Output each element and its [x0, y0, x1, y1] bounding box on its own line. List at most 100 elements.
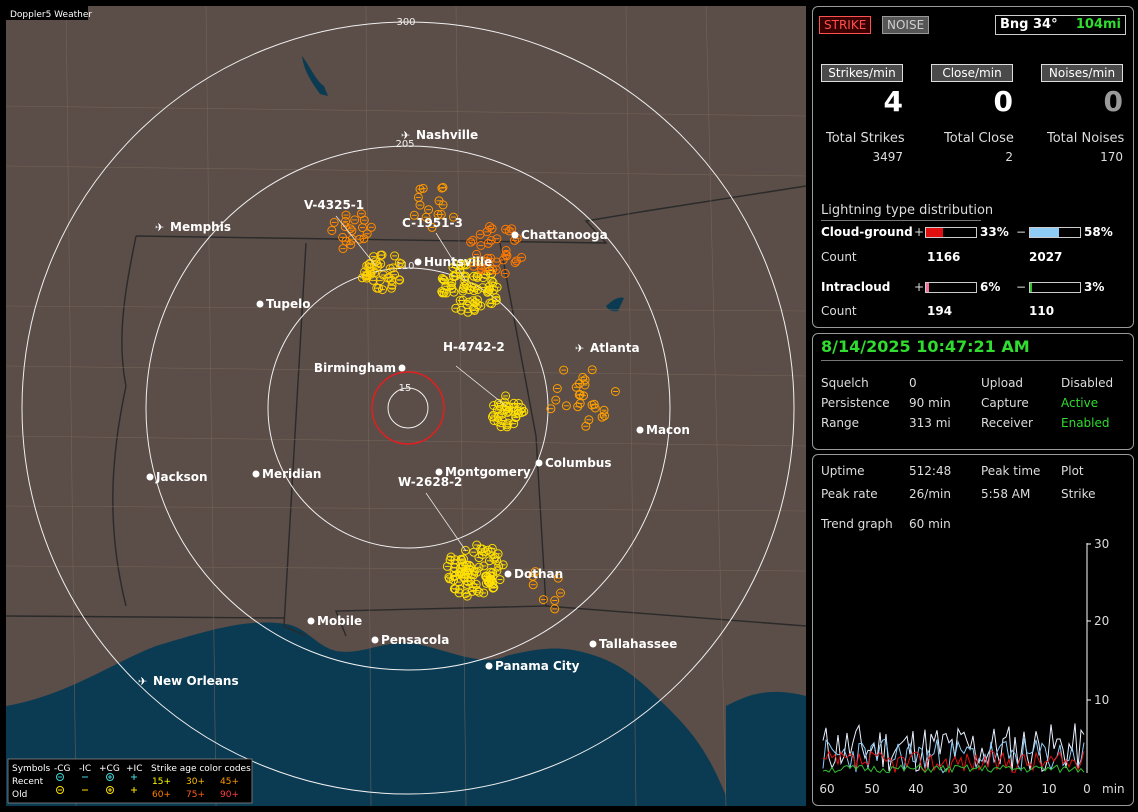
strikes-per-min-value: 4: [883, 85, 903, 118]
city-dot-icon: [256, 300, 264, 308]
legend-age-60: 60+: [152, 790, 171, 800]
plot-value[interactable]: Strike: [1061, 487, 1096, 501]
strike-mode-tag[interactable]: STRIKE: [819, 16, 872, 34]
city-label: Memphis: [170, 220, 231, 234]
bearing-value: Bng 34°: [1000, 17, 1058, 32]
close-per-min-button[interactable]: Close/min: [931, 64, 1013, 82]
city-label: Jackson: [155, 470, 208, 484]
cg-minus-sign: −: [1016, 225, 1027, 239]
close-per-min-value: 0: [993, 85, 1013, 118]
city-label: Macon: [646, 423, 690, 437]
datetime-divider: [821, 360, 1123, 361]
status-value: 313 mi: [909, 416, 951, 430]
distribution-divider: [821, 220, 981, 221]
ic-minus-sign: −: [1016, 280, 1027, 294]
cg-plus-sign: +: [914, 225, 925, 239]
close-range-ring: [371, 371, 445, 445]
trend-value[interactable]: 60 min: [909, 517, 951, 531]
city-label: Meridian: [262, 467, 321, 481]
trend-graph: 60 50 40 30 20 10 0 min 30 20 10: [819, 537, 1125, 796]
city-label: Chattanooga: [521, 228, 608, 242]
city-label: Atlanta: [590, 341, 640, 355]
city-dot-icon: [589, 640, 597, 648]
uptime-value: 512:48: [909, 464, 952, 478]
peak-rate-value: 26/min: [909, 487, 951, 501]
cg-count-label: Count: [821, 250, 857, 264]
legend-header-pos-cg: +CG: [99, 764, 120, 774]
city-marker: Chattanooga: [511, 228, 608, 242]
city-marker: ✈ Atlanta: [575, 341, 640, 355]
airport-icon: ✈: [575, 342, 584, 355]
noises-per-min-button[interactable]: Noises/min: [1041, 64, 1123, 82]
status-value: Enabled: [1061, 416, 1110, 430]
total-strikes-label: Total Strikes: [826, 131, 905, 146]
status-value: Disabled: [1061, 376, 1114, 390]
total-close-value: 2: [1005, 150, 1013, 164]
strike-stats-box: STRIKE NOISE Bng 34° 104mi Strikes/min C…: [812, 6, 1134, 328]
city-marker: Tallahassee: [589, 637, 677, 651]
trend-x-unit: min: [1102, 782, 1125, 796]
lake: [606, 297, 624, 312]
strikes-per-min-button[interactable]: Strikes/min: [821, 64, 903, 82]
city-marker: Montgomery: [435, 465, 531, 479]
legend-old-label: Old: [12, 790, 27, 800]
status-label: Receiver: [981, 416, 1033, 430]
peak-time-label: Peak time: [981, 464, 1041, 478]
cloud-ground-label: Cloud-ground: [821, 225, 913, 239]
storm-cell-label[interactable]: H-4742-2: [443, 340, 505, 354]
range-label: 110: [395, 261, 414, 272]
city-label: Tallahassee: [599, 637, 677, 651]
legend-age-45: 45+: [220, 777, 239, 787]
legend-header-pos-ic: +IC: [126, 764, 142, 774]
receiver-status-box: 8/14/2025 10:47:21 AM Squelch 0 Upload Disa…: [812, 333, 1134, 450]
range-label: 300: [396, 17, 415, 28]
range-rings: [21, 21, 795, 795]
city-dot-icon: [636, 426, 644, 434]
range-label: 205: [395, 139, 414, 150]
ic-plus-percent: 6%: [980, 280, 1001, 294]
trend-y-tick: 20: [1094, 614, 1109, 628]
trend-label: Trend graph: [821, 517, 893, 531]
storm-cell-label[interactable]: C-1951-3: [402, 216, 463, 230]
ic-count-label: Count: [821, 304, 857, 318]
status-label: Persistence: [821, 396, 890, 410]
symbol-legend: Symbols -CG -IC +CG +IC Strike age color…: [7, 758, 253, 804]
legend-header-symbols: Symbols: [12, 764, 51, 774]
storm-cell-label[interactable]: V-4325-1: [304, 198, 364, 212]
status-label: Capture: [981, 396, 1029, 410]
peak-rate-label: Peak rate: [821, 487, 878, 501]
status-value: Active: [1061, 396, 1099, 410]
city-dot-icon: [435, 468, 443, 476]
storm-cell-label[interactable]: W-2628-2: [398, 475, 462, 489]
city-marker: Birmingham: [314, 361, 406, 375]
total-noises-label: Total Noises: [1047, 131, 1125, 146]
legend-age-30: 30+: [186, 777, 205, 787]
ic-plus-sign: +: [914, 280, 925, 294]
uptime-label: Uptime: [821, 464, 865, 478]
noise-mode-tag[interactable]: NOISE: [882, 16, 930, 34]
cities: ✈ Nashville ✈ Memphis Chattanooga Huntsville T…: [138, 128, 690, 688]
trend-x-tick: 20: [997, 782, 1012, 796]
city-label: Nashville: [416, 128, 478, 142]
strike-markers: [327, 182, 620, 614]
range-labels: 300 205 110 15: [395, 17, 415, 394]
ic-minus-count: 110: [1029, 304, 1055, 318]
trend-y-tick: 30: [1094, 537, 1109, 551]
plot-label: Plot: [1061, 464, 1084, 478]
trend-x-tick: 50: [864, 782, 879, 796]
city-dot-icon: [307, 617, 315, 625]
lightning-map[interactable]: 300 205 110 15 V-4325-1 C-1951-3 H-4742-2 W-26…: [6, 6, 806, 806]
title-bar: [6, 6, 88, 20]
city-label: Dothan: [514, 567, 563, 581]
cg-minus-bar: [1029, 227, 1081, 238]
noises-per-min-value: 0: [1103, 85, 1123, 118]
county-lines: [6, 6, 806, 806]
cg-plus-percent: 33%: [980, 225, 1009, 239]
city-marker: ✈ Memphis: [155, 220, 231, 234]
city-dot-icon: [146, 473, 154, 481]
airport-icon: ✈: [401, 129, 410, 142]
cell-track-lines: [335, 215, 507, 552]
city-dot-icon: [371, 636, 379, 644]
city-label: New Orleans: [153, 674, 239, 688]
legend-header-age: Strike age color codes: [151, 764, 251, 774]
